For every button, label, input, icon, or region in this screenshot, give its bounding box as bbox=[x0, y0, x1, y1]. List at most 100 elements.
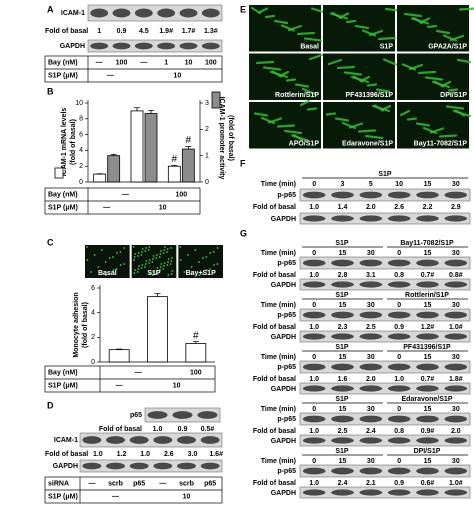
cell-dot bbox=[159, 266, 162, 268]
significance: # bbox=[193, 330, 199, 341]
blot-band bbox=[387, 489, 411, 496]
label: 30 bbox=[367, 406, 375, 413]
cell-streak bbox=[257, 7, 269, 14]
cell-dot bbox=[202, 257, 204, 259]
y-tick-label: 4 bbox=[79, 147, 83, 154]
label: 100 bbox=[116, 59, 128, 66]
y-tick-label: 8 bbox=[79, 116, 83, 123]
cell-dot bbox=[156, 267, 159, 269]
blot-band bbox=[200, 462, 220, 470]
label: Fold of basal bbox=[253, 376, 296, 383]
micrograph bbox=[178, 245, 223, 278]
cell-streak bbox=[264, 14, 276, 19]
cell-dot bbox=[93, 254, 96, 256]
cell-streak bbox=[273, 19, 289, 25]
blot-band bbox=[444, 333, 468, 340]
blot-band bbox=[331, 467, 354, 475]
blot-band bbox=[179, 8, 198, 18]
blot-band bbox=[302, 191, 326, 199]
cell-dot bbox=[163, 265, 165, 267]
label: 2.2 bbox=[423, 204, 433, 211]
cell-streak bbox=[253, 112, 269, 117]
cell-streak bbox=[285, 78, 297, 82]
blot-band bbox=[416, 281, 439, 288]
cell-dot bbox=[155, 270, 158, 272]
cell-dot bbox=[167, 258, 170, 260]
cell-dot bbox=[152, 255, 155, 257]
label: 1.0 bbox=[93, 451, 103, 458]
blot-band bbox=[387, 385, 411, 392]
label: 1.7# bbox=[182, 28, 196, 35]
blot-band bbox=[197, 411, 218, 419]
cell-dot bbox=[160, 250, 162, 252]
panel-label: G bbox=[240, 228, 247, 238]
cell-streak bbox=[452, 109, 472, 118]
label: 2.9 bbox=[451, 204, 461, 211]
cell-dot bbox=[112, 269, 115, 271]
blot-band bbox=[302, 215, 326, 222]
blot-band bbox=[331, 333, 354, 340]
cell-dot bbox=[194, 249, 197, 251]
blot-band bbox=[359, 415, 383, 423]
label: p65 bbox=[204, 480, 216, 487]
blot-band bbox=[387, 311, 411, 319]
cell-dot bbox=[116, 252, 118, 254]
label: — bbox=[88, 480, 95, 487]
blot-band bbox=[106, 462, 125, 470]
cell-dot bbox=[201, 273, 204, 275]
blot-band bbox=[200, 436, 220, 444]
label: S1P bbox=[147, 270, 161, 277]
cell-dot bbox=[148, 262, 150, 264]
cell-dot bbox=[163, 249, 166, 251]
label: p-p65 bbox=[277, 312, 296, 319]
cell-streak bbox=[382, 58, 398, 66]
cell-streak bbox=[325, 112, 337, 116]
cell-dot bbox=[104, 261, 107, 263]
cell-streak bbox=[255, 60, 275, 65]
label: 1.0 bbox=[309, 428, 319, 435]
y-tick-label: 0 bbox=[79, 179, 83, 186]
label: 1.0 bbox=[309, 480, 319, 487]
label: 0 bbox=[312, 458, 316, 465]
label: scrb bbox=[108, 480, 123, 487]
cell-streak bbox=[417, 70, 437, 75]
cell-streak bbox=[375, 88, 391, 93]
cell-dot bbox=[216, 247, 219, 249]
cell-streak bbox=[350, 75, 370, 84]
blot-band bbox=[416, 415, 439, 423]
cell-dot bbox=[152, 258, 154, 260]
label: 0 bbox=[397, 250, 401, 257]
blot-band bbox=[416, 333, 439, 340]
blot-band bbox=[177, 436, 196, 444]
cell-dot bbox=[148, 246, 151, 248]
cell-dot bbox=[101, 249, 103, 251]
blot-band bbox=[387, 437, 411, 444]
blot-band bbox=[416, 311, 439, 319]
blot-band bbox=[359, 281, 383, 288]
label: Bay+S1P bbox=[186, 270, 216, 277]
cell-dot bbox=[156, 254, 158, 256]
blot-band bbox=[331, 415, 354, 423]
legend-swatch bbox=[54, 167, 64, 179]
cell-dot bbox=[134, 269, 136, 271]
label: 1.0 bbox=[140, 451, 150, 458]
cell-dot bbox=[213, 264, 215, 266]
label: S1P bbox=[335, 240, 349, 247]
label: 10 bbox=[185, 59, 193, 66]
blot-band bbox=[359, 467, 383, 475]
cell-dot bbox=[171, 257, 173, 259]
label: — bbox=[159, 480, 166, 487]
cell-dot bbox=[141, 248, 144, 250]
cell-streak bbox=[308, 53, 324, 61]
label: 1.0 bbox=[309, 272, 319, 279]
cell-streak bbox=[456, 58, 472, 64]
cell-dot bbox=[149, 272, 151, 274]
y-tick-label: 4 bbox=[91, 310, 95, 317]
cell-streak bbox=[368, 29, 384, 37]
label: 1.0# bbox=[449, 480, 463, 487]
label: GAPDH bbox=[60, 43, 85, 50]
blot bbox=[299, 434, 471, 447]
blot-band bbox=[302, 311, 326, 319]
label: Time (min) bbox=[261, 406, 296, 413]
cell-streak bbox=[406, 117, 418, 121]
